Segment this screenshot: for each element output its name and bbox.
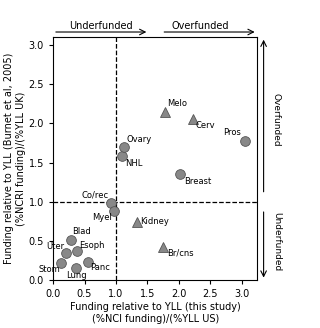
Text: Br/cns: Br/cns	[167, 248, 194, 257]
Text: Underfunded: Underfunded	[272, 212, 281, 271]
Text: Kidney: Kidney	[140, 217, 169, 226]
Text: Uter: Uter	[46, 242, 64, 251]
Text: Melo: Melo	[168, 99, 188, 108]
Text: Overfunded: Overfunded	[272, 92, 281, 146]
Text: Blad: Blad	[72, 227, 91, 236]
X-axis label: Funding relative to YLL (this study)
(%NCI funding)/(%YLL US): Funding relative to YLL (this study) (%N…	[70, 302, 241, 324]
Text: Overfunded: Overfunded	[172, 21, 229, 31]
Text: Co/rec: Co/rec	[81, 191, 108, 199]
Text: Underfunded: Underfunded	[69, 21, 133, 31]
Text: Esoph: Esoph	[79, 241, 105, 250]
Y-axis label: Funding relative to YLL (Burnet et al, 2005)
(%NCRI funding)/(%YLL UK): Funding relative to YLL (Burnet et al, 2…	[4, 53, 26, 264]
Text: Breast: Breast	[184, 177, 211, 186]
Text: Lung: Lung	[66, 271, 87, 280]
Text: Panc: Panc	[90, 263, 110, 272]
Text: Stom: Stom	[38, 265, 60, 274]
Text: Cerv: Cerv	[195, 121, 215, 130]
Text: Myel: Myel	[92, 213, 112, 222]
Text: NHL: NHL	[125, 159, 142, 169]
Text: Pros: Pros	[223, 129, 241, 137]
Text: Ovary: Ovary	[127, 135, 152, 144]
